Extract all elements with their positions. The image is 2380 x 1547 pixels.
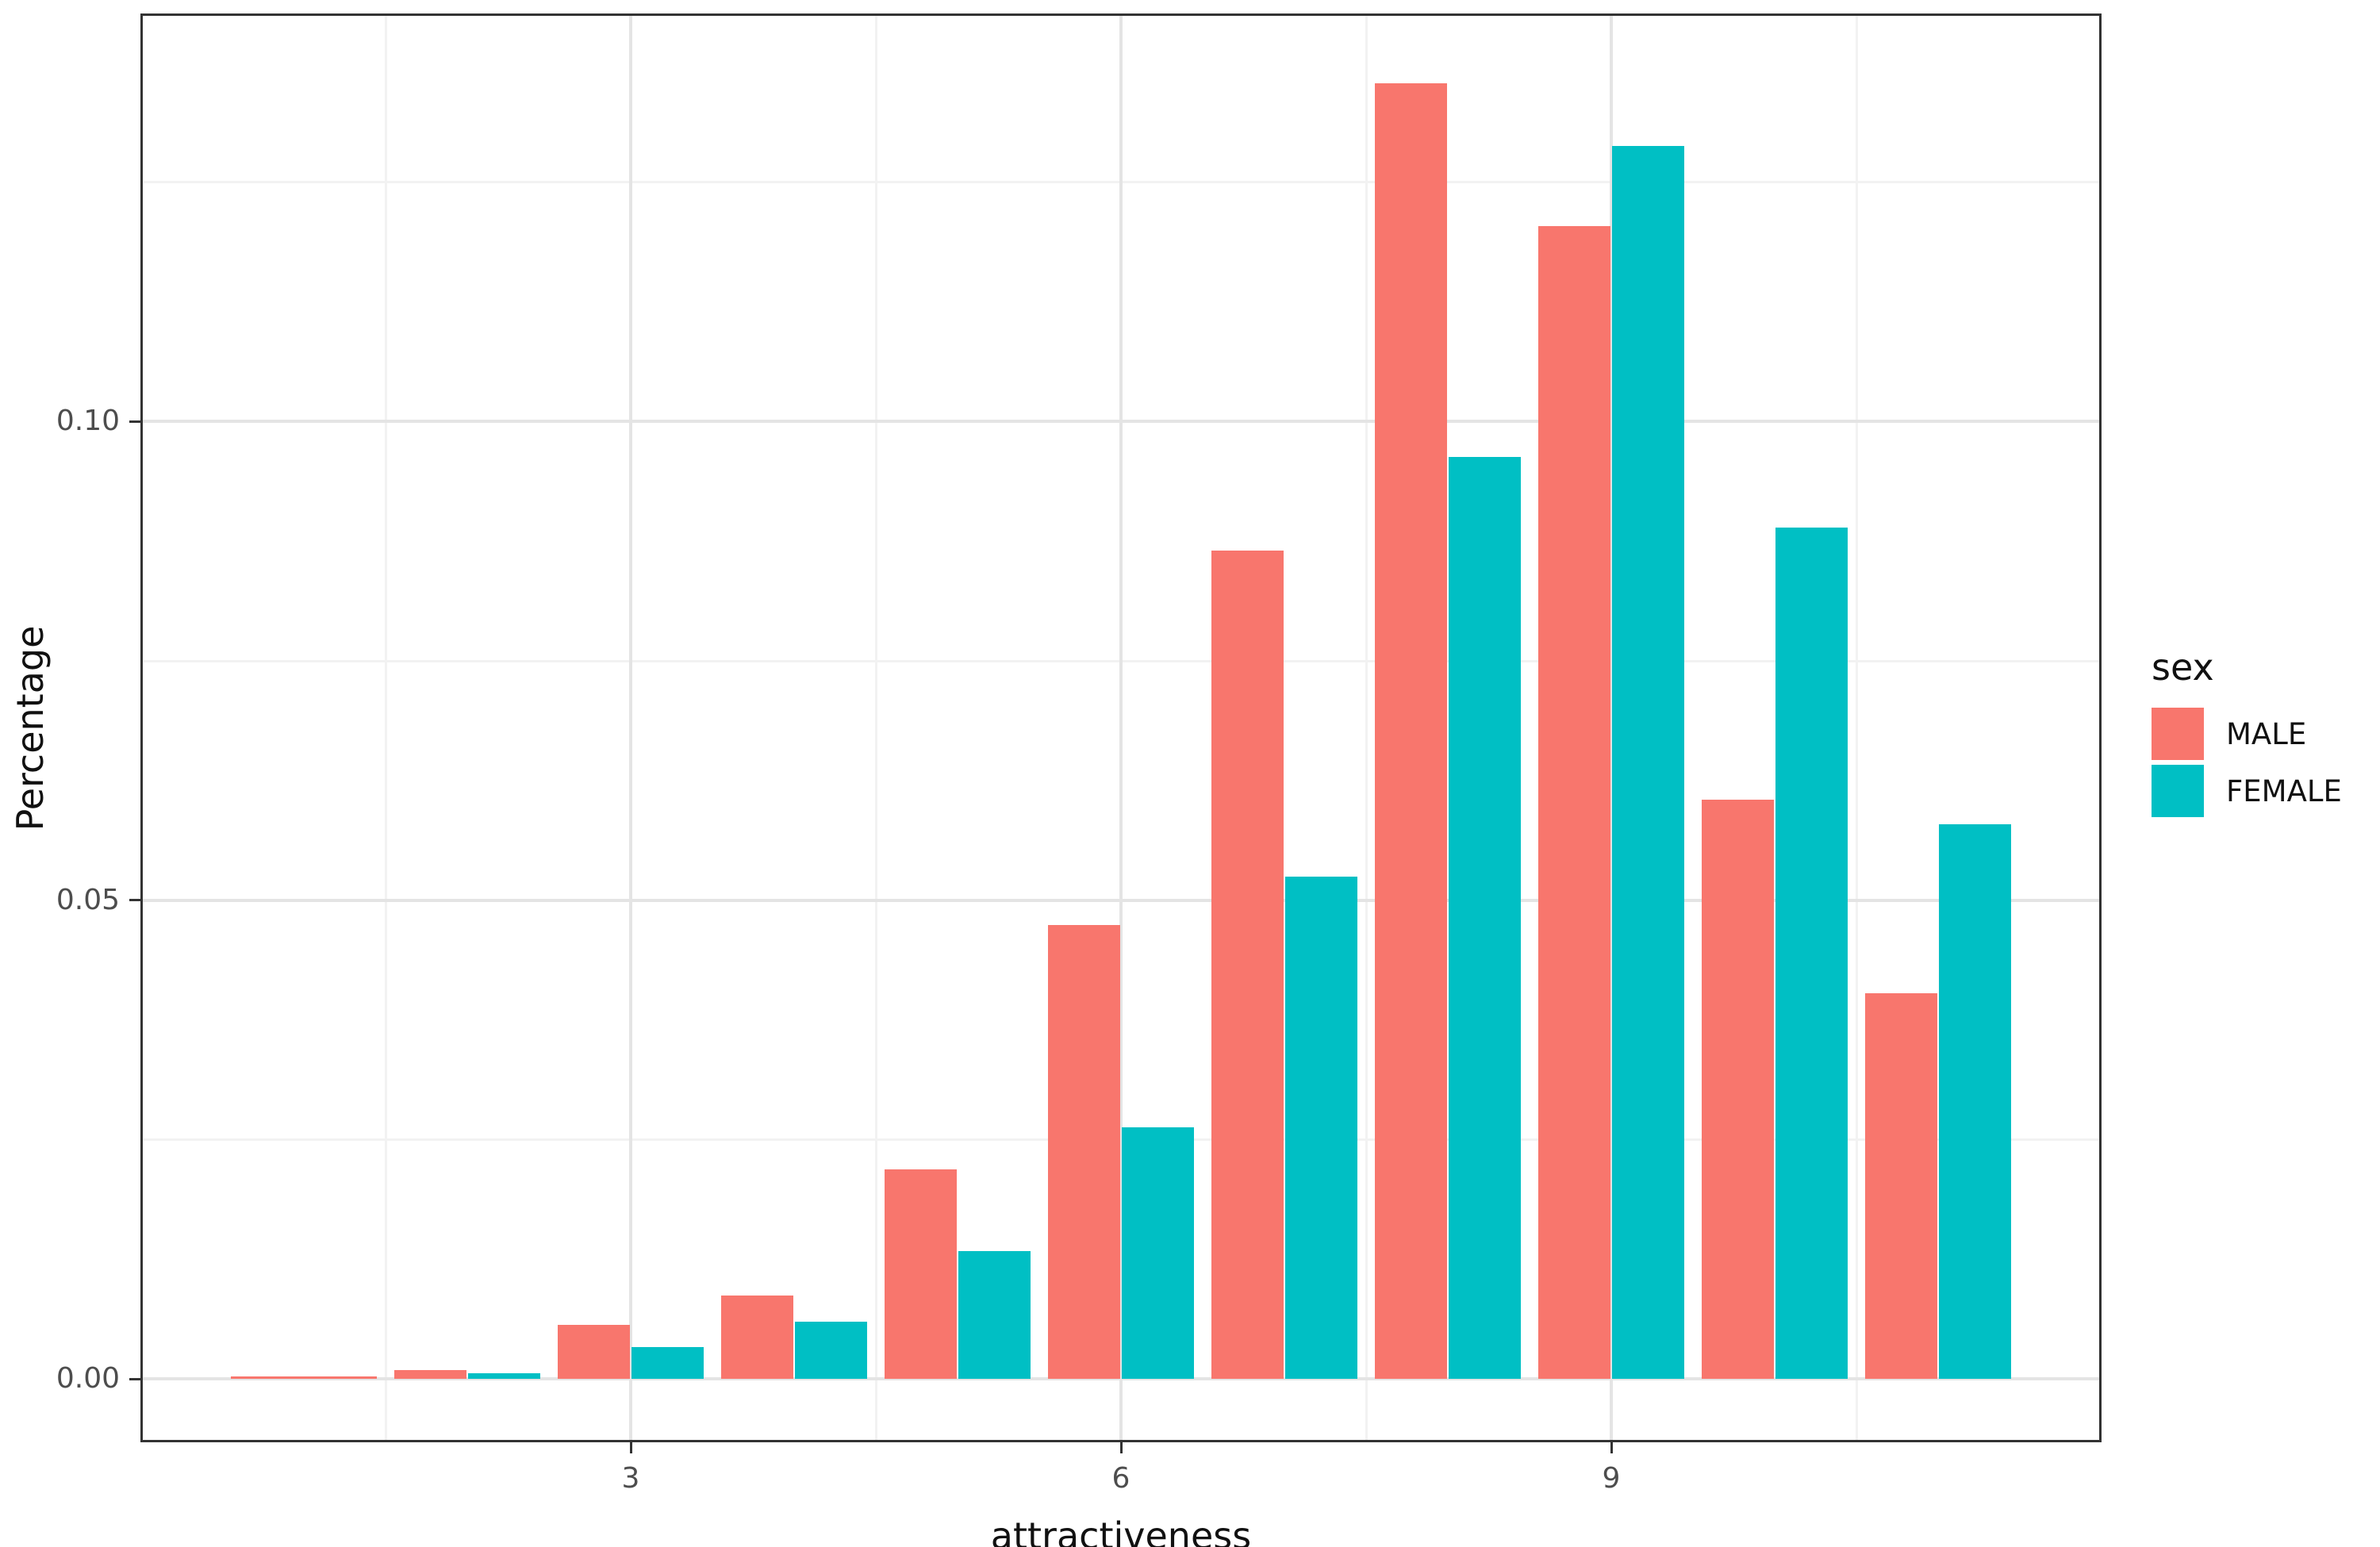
legend-label-male: MALE [2226,716,2307,751]
x-axis-title: attractiveness [990,1514,1252,1547]
legend-item-male: MALE [2152,708,2342,760]
bar-female-7 [1285,876,1357,1380]
minor-gridline-x [1855,16,1858,1440]
male-color-swatch [2152,708,2204,760]
x-tick-mark [1119,1442,1123,1453]
y-axis-title: Percentage [9,625,52,831]
minor-gridline-x [1365,16,1368,1440]
y-tick-mark [129,1377,140,1380]
bar-female-6 [1122,1127,1194,1380]
bar-female-3 [631,1347,704,1380]
minor-gridline-x [384,16,387,1440]
bar-female-10 [1775,528,1848,1380]
major-gridline-x [629,16,632,1440]
y-tick-label-0.10: 0.10 [56,405,120,438]
bar-male-1 [231,1376,377,1380]
legend: sex MALE FEMALE [2152,649,2342,822]
x-tick-label-6: 6 [1111,1462,1130,1495]
bar-male-4 [721,1296,793,1380]
bar-male-7 [1211,551,1284,1380]
bar-female-9 [1612,145,1684,1380]
bar-female-4 [795,1321,867,1380]
x-tick-mark [1610,1442,1613,1453]
major-gridline-x [1119,16,1123,1440]
female-color-swatch [2152,765,2204,817]
y-tick-label-0.05: 0.05 [56,883,120,916]
y-tick-mark [129,420,140,423]
bar-male-11 [1865,992,1937,1380]
bar-male-3 [558,1324,630,1380]
x-tick-label-9: 9 [1602,1462,1621,1495]
bar-male-5 [885,1169,957,1380]
bar-male-8 [1375,83,1447,1380]
bar-female-5 [958,1250,1031,1380]
x-tick-label-3: 3 [621,1462,640,1495]
x-tick-mark [629,1442,632,1453]
bar-male-6 [1048,925,1120,1380]
bar-male-2 [394,1370,466,1380]
legend-title: sex [2152,646,2214,689]
bar-male-10 [1702,800,1774,1380]
bar-female-8 [1449,456,1521,1380]
bar-male-9 [1538,225,1610,1380]
minor-gridline-x [874,16,877,1440]
bar-female-2 [468,1373,540,1380]
bar-female-11 [1939,824,2011,1380]
y-tick-label-0.00: 0.00 [56,1362,120,1395]
legend-item-female: FEMALE [2152,765,2342,817]
major-gridline-x [1610,16,1613,1440]
y-tick-mark [129,899,140,902]
legend-label-female: FEMALE [2226,774,2342,808]
